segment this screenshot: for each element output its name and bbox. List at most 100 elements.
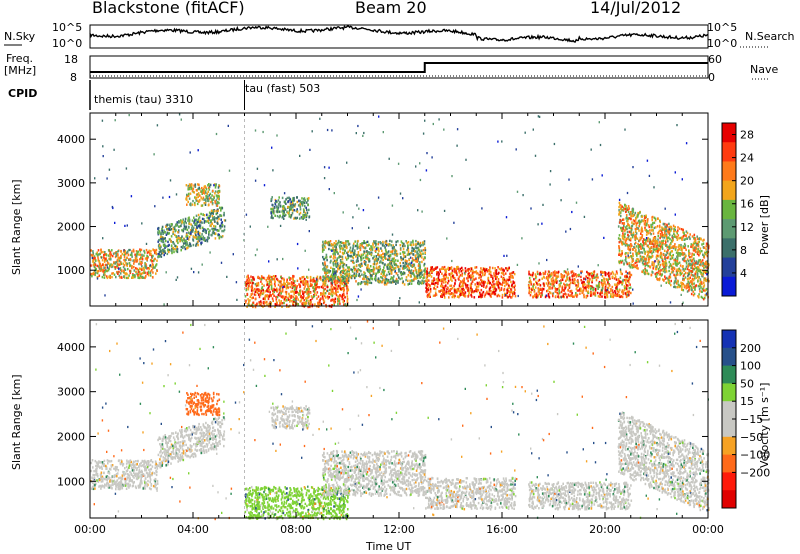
freq-tick-low: 8 <box>70 71 77 84</box>
station-title: Blackstone (fitACF) <box>92 0 245 17</box>
y-tick-label: 2000 <box>57 430 85 443</box>
beam-title: Beam 20 <box>355 0 427 17</box>
velocity-colorbar-swatch <box>722 419 736 438</box>
velocity-colorbar-swatch <box>722 330 736 349</box>
velocity-colorbar-swatch <box>722 401 736 420</box>
velocity-colorbar-swatch <box>722 383 736 402</box>
power-colorbar-swatch <box>722 123 736 143</box>
cpid-label: CPID <box>8 87 38 100</box>
velocity-colorbar-tick-label: 100 <box>740 360 761 373</box>
scatter-region-0 <box>90 248 158 280</box>
velocity-colorbar-tick-label: −15 <box>740 413 763 426</box>
nsearch-label: N.Search <box>745 30 795 43</box>
y-tick-label: 1000 <box>57 264 85 277</box>
power-colorbar-swatch <box>722 257 736 278</box>
noise-sky-trace <box>89 25 709 43</box>
freq-tick-high: 18 <box>64 53 78 66</box>
freq-label-2: [MHz] <box>4 64 37 77</box>
scatter-region-8 <box>617 411 710 512</box>
velocity-cbar-label: Velocity [m s⁻¹] <box>758 382 771 468</box>
scatter-region-1 <box>157 206 226 259</box>
colorbars: 4 8 12 16 20 24 28 200 100 50 15 −15 −50 −100 −200 <box>721 122 770 509</box>
y-tick-label: 3000 <box>57 177 85 190</box>
scatter-region-2 <box>185 183 221 207</box>
scatter-region-5 <box>321 239 427 286</box>
power-colorbar-swatch <box>722 142 736 162</box>
scatter-region-8 <box>617 201 710 301</box>
scatter-region-5 <box>321 449 427 498</box>
velocity-colorbar-tick-label: 15 <box>740 395 754 408</box>
velocity-colorbar-tick-label: −100 <box>740 449 770 462</box>
power-colorbar-tick-label: 12 <box>740 221 754 234</box>
nave-tick-low: 0 <box>708 71 715 84</box>
speckle <box>91 113 709 306</box>
y-tick-label: 1000 <box>57 475 85 488</box>
velocity-colorbar-swatch <box>722 454 736 473</box>
velocity-colorbar-swatch <box>722 490 736 509</box>
noise-tick-right-low: 10^0 <box>707 37 738 50</box>
y-tick-label: 3000 <box>57 386 85 399</box>
power-colorbar-tick-label: 4 <box>740 267 747 280</box>
noise-tick-left-high: 10^5 <box>52 21 83 34</box>
time-xlabel: Time UT <box>366 540 412 553</box>
x-tick-label: 00:00 <box>692 523 724 536</box>
power-colorbar-swatch <box>722 276 736 297</box>
scatter-region-4 <box>270 405 311 430</box>
speckle <box>93 320 709 521</box>
scatter-region-7 <box>528 481 633 511</box>
axes: 1000 2000 3000 4000 1000 2000 3000 4000 00:00 04:… <box>57 113 724 536</box>
status-panel <box>4 24 768 110</box>
power-colorbar-frame <box>721 122 737 297</box>
frequency-trace <box>90 62 708 73</box>
nsky-label: N.Sky <box>4 30 36 43</box>
power-colorbar-tick-label: 8 <box>740 244 747 257</box>
x-tick-label: 08:00 <box>280 523 312 536</box>
freq-panel-frame <box>89 55 709 79</box>
power-cbar-label: Power [dB] <box>758 195 771 255</box>
power-colorbar-swatch <box>722 161 736 182</box>
velocity-colorbar-swatch <box>722 436 736 456</box>
noise-tick-left-low: 10^0 <box>52 37 83 50</box>
y-tick-label: 2000 <box>57 221 85 234</box>
velocity-colorbar-swatch <box>722 472 736 491</box>
x-tick-label: 04:00 <box>177 523 209 536</box>
y-tick-label: 4000 <box>57 341 85 354</box>
velocity-colorbar-tick-label: 50 <box>740 377 754 390</box>
scatter-region-7 <box>527 270 633 299</box>
scatter-region-1 <box>157 416 226 469</box>
power-colorbar-tick-label: 28 <box>740 129 754 142</box>
power-colorbar-tick-label: 24 <box>740 152 754 165</box>
x-tick-label: 12:00 <box>383 523 415 536</box>
velocity-panel <box>89 319 710 521</box>
velocity-colorbar-swatch <box>722 347 736 367</box>
nave-label: Nave <box>750 63 779 76</box>
cpid-segment-1: themis (tau) 3310 <box>94 93 194 106</box>
x-tick-label: 00:00 <box>74 523 106 536</box>
velocity-colorbar-swatch <box>722 365 736 384</box>
x-tick-label: 20:00 <box>589 523 621 536</box>
power-colorbar-swatch <box>722 219 736 239</box>
noise-panel-frame <box>89 24 709 49</box>
velocity-colorbar-tick-label: −200 <box>740 466 770 479</box>
power-colorbar-swatch <box>722 199 736 220</box>
velocity-colorbar-tick-label: 200 <box>740 342 761 355</box>
noise-tick-right-high: 10^5 <box>707 21 738 34</box>
power-colorbar-swatch <box>722 238 736 259</box>
x-tick-label: 16:00 <box>486 523 518 536</box>
scatter-region-6 <box>424 265 517 299</box>
scatter-region-6 <box>425 476 517 511</box>
power-colorbar-swatch <box>722 180 736 201</box>
scatter-region-2 <box>185 391 221 417</box>
velocity-ylabel: Slant Range [km] <box>10 374 23 470</box>
date-title: 14/Jul/2012 <box>590 0 682 17</box>
power-panel <box>89 112 710 309</box>
velocity-colorbar-tick-label: −50 <box>740 431 763 444</box>
nave-tick-high: 60 <box>708 53 722 66</box>
power-colorbar-tick-label: 20 <box>740 175 754 188</box>
cpid-segment-2: tau (fast) 503 <box>245 82 321 95</box>
y-tick-label: 4000 <box>57 133 85 146</box>
freq-label-1: Freq. <box>6 52 34 65</box>
power-colorbar-tick-label: 16 <box>740 198 754 211</box>
scatter-region-4 <box>270 196 311 220</box>
